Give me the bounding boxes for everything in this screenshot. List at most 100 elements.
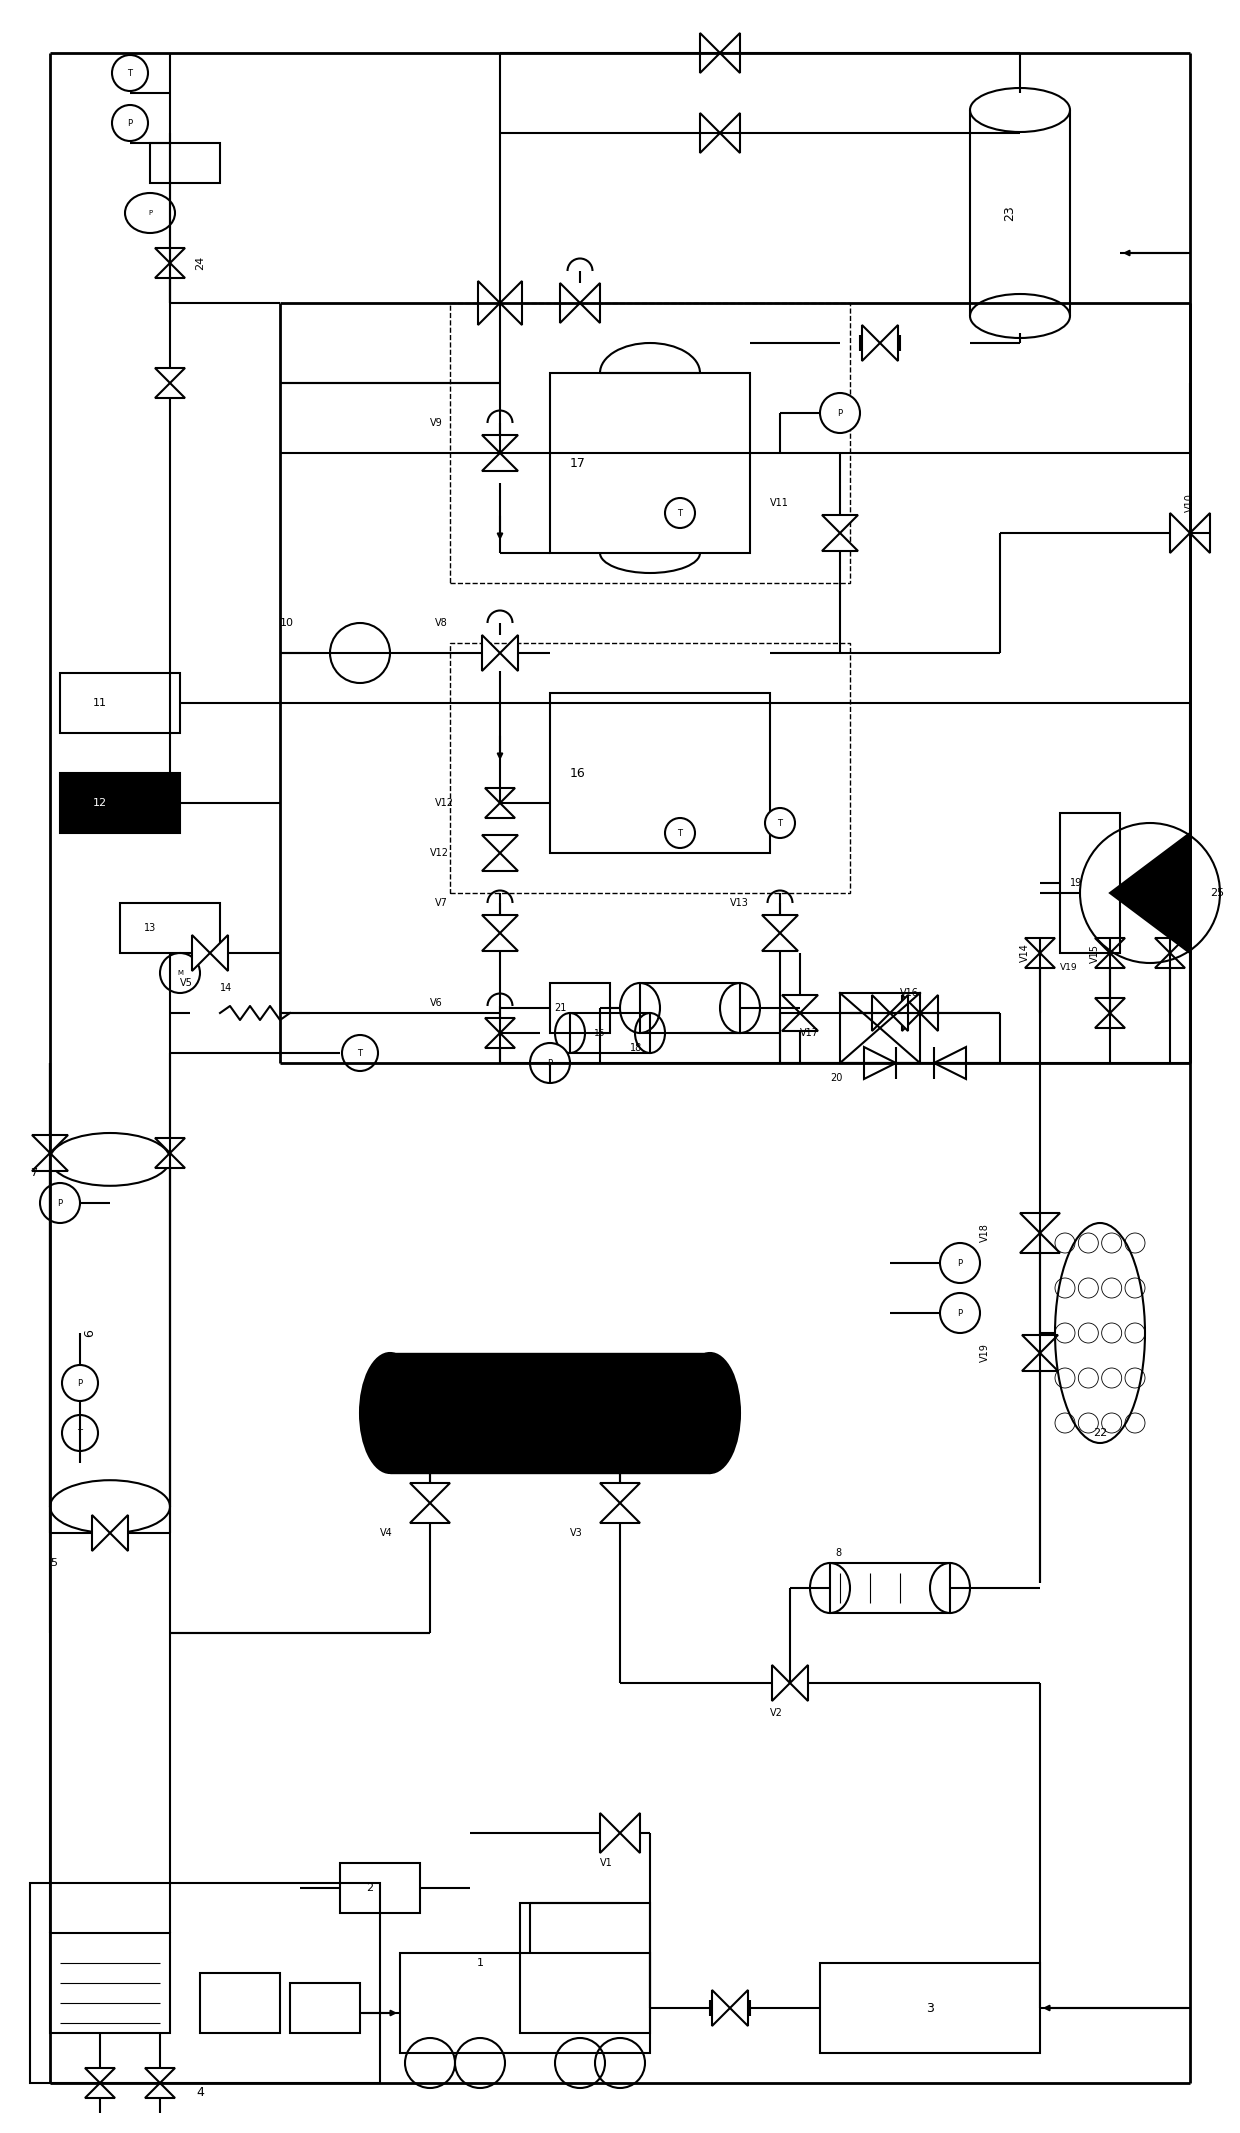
Circle shape [940,1244,980,1284]
Text: M: M [177,971,184,977]
Polygon shape [1190,514,1210,552]
Polygon shape [32,1154,68,1171]
Polygon shape [600,1504,640,1523]
Text: 8: 8 [835,1549,841,1557]
Polygon shape [822,514,858,533]
Text: V15: V15 [1090,943,1100,962]
Bar [290,1984,360,2033]
Text: P: P [128,119,133,128]
Polygon shape [92,1514,110,1551]
Polygon shape [720,32,740,73]
Bar [60,674,180,734]
Polygon shape [763,932,799,951]
Bar [401,1954,650,2052]
Circle shape [62,1365,98,1401]
Text: 11: 11 [93,697,107,708]
Bar [820,1962,1040,2052]
Polygon shape [600,1482,640,1504]
Text: 17: 17 [570,456,585,469]
Ellipse shape [360,1352,420,1474]
Text: V19: V19 [1060,962,1078,973]
Bar [640,983,740,1032]
Text: T: T [677,508,682,518]
Text: V7: V7 [435,898,448,909]
Polygon shape [391,1352,711,1474]
Polygon shape [1025,953,1055,968]
Polygon shape [600,1813,620,1854]
Text: P: P [547,1058,553,1066]
Circle shape [342,1035,378,1071]
Polygon shape [1021,1214,1060,1233]
Polygon shape [482,435,518,452]
Text: P: P [837,410,842,418]
Polygon shape [901,994,920,1030]
Text: V1: V1 [600,1858,613,1869]
Text: 25: 25 [1210,887,1224,898]
Polygon shape [485,1017,515,1032]
Circle shape [665,817,694,849]
Circle shape [529,1043,570,1084]
Polygon shape [500,282,522,324]
Polygon shape [155,1154,185,1169]
Bar [830,1563,950,1613]
Polygon shape [1154,939,1185,953]
Bar [450,303,849,582]
Bar [1060,813,1120,953]
Text: P: P [57,1199,62,1207]
Polygon shape [482,853,518,870]
Text: 24: 24 [195,256,205,271]
Bar [30,1883,379,2084]
Bar [839,994,920,1062]
Text: 22: 22 [1092,1427,1107,1438]
Polygon shape [1022,1335,1058,1352]
Polygon shape [1154,953,1185,968]
Text: 19: 19 [1070,879,1083,887]
Polygon shape [485,787,515,802]
Text: T: T [77,1429,83,1438]
Polygon shape [210,934,228,971]
Text: V19: V19 [980,1344,990,1363]
Polygon shape [730,1990,748,2026]
Text: V16: V16 [900,988,919,998]
Text: 14: 14 [219,983,232,994]
Polygon shape [773,1666,790,1700]
Circle shape [40,1184,81,1222]
Polygon shape [485,802,515,817]
Text: T: T [128,68,133,77]
Circle shape [112,105,148,141]
Polygon shape [880,324,898,360]
Text: V20: V20 [1149,894,1159,913]
Text: V2: V2 [770,1709,782,1717]
Polygon shape [410,1482,450,1504]
Polygon shape [620,1813,640,1854]
Polygon shape [1022,1352,1058,1372]
Text: V17: V17 [800,1028,818,1039]
Circle shape [820,392,861,433]
Polygon shape [763,915,799,932]
Text: 7: 7 [30,1169,37,1177]
Polygon shape [560,284,580,322]
Text: V18: V18 [980,1224,990,1241]
Text: V9: V9 [430,418,443,429]
Polygon shape [482,915,518,932]
Polygon shape [822,533,858,550]
Polygon shape [145,2069,175,2084]
Bar [50,1932,170,2033]
Polygon shape [500,636,518,672]
Polygon shape [782,994,818,1013]
Polygon shape [32,1135,68,1154]
Text: V6: V6 [430,998,443,1009]
Polygon shape [782,1013,818,1030]
Polygon shape [862,324,880,360]
Text: V13: V13 [730,898,749,909]
Polygon shape [580,284,600,322]
Polygon shape [482,452,518,471]
Text: 5: 5 [50,1557,57,1568]
Text: 21: 21 [554,1003,567,1013]
Polygon shape [1171,514,1190,552]
Circle shape [665,497,694,529]
Text: V3: V3 [570,1527,583,1538]
Text: P: P [148,209,153,215]
Circle shape [765,808,795,838]
Bar [450,642,849,894]
